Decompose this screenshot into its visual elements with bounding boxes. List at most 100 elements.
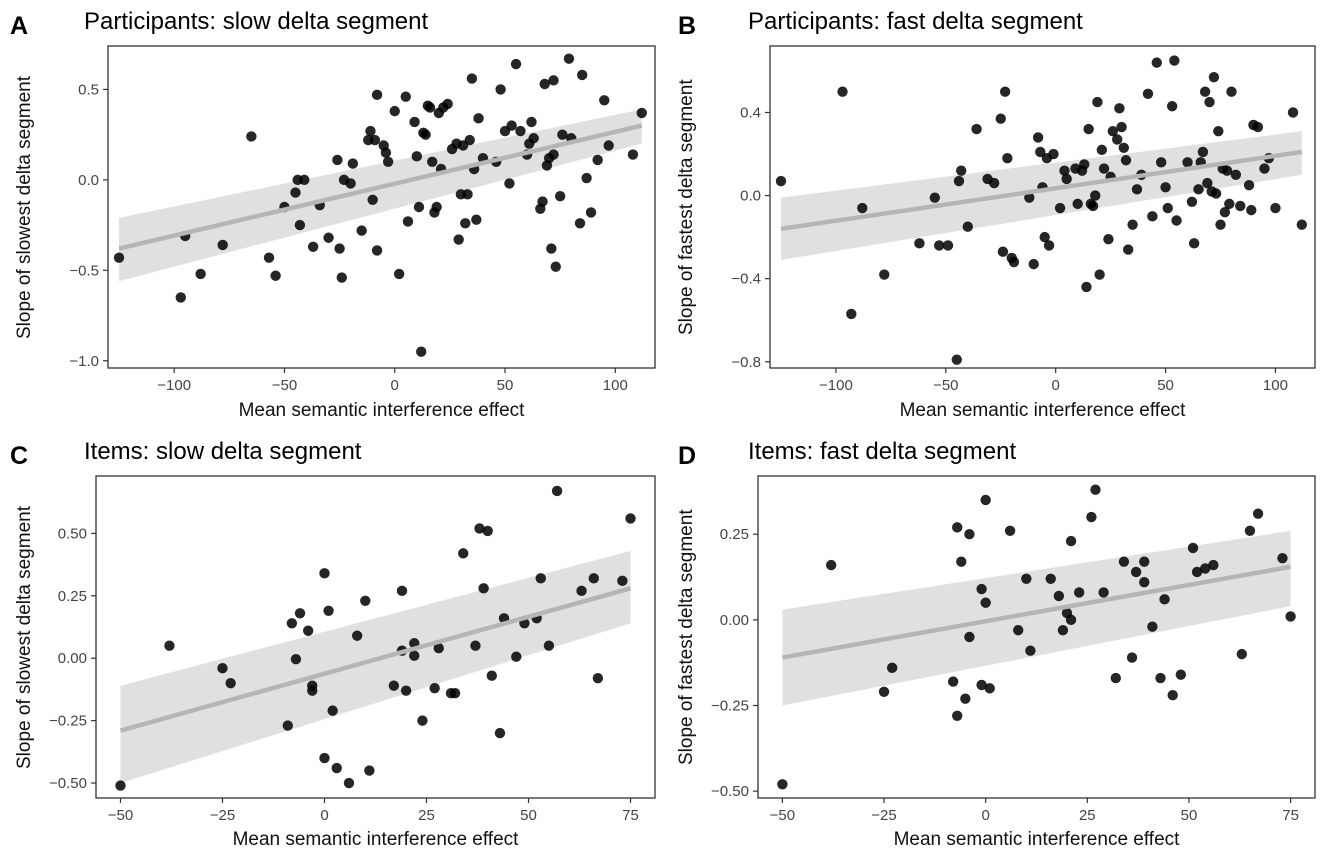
data-point — [400, 685, 412, 696]
data-point — [1204, 96, 1215, 108]
data-point — [1004, 525, 1016, 537]
data-point — [617, 575, 628, 587]
data-point — [988, 177, 1000, 189]
data-point — [1213, 125, 1224, 137]
data-point — [1175, 669, 1187, 680]
data-point — [1054, 202, 1066, 214]
data-point — [402, 216, 414, 227]
data-point — [409, 650, 420, 661]
x-tick-label: −100 — [819, 377, 853, 394]
data-point — [1024, 192, 1035, 203]
data-point — [351, 630, 363, 641]
data-point — [1230, 169, 1242, 180]
data-point — [574, 218, 586, 229]
data-point — [1025, 645, 1036, 656]
data-point — [528, 133, 539, 144]
y-tick-label: 0.00 — [58, 650, 87, 667]
data-point — [837, 86, 848, 97]
regression-line — [781, 564, 1292, 660]
data-point — [934, 240, 945, 251]
data-point — [1120, 155, 1132, 166]
y-tick-label: −0.8 — [731, 354, 761, 371]
data-point — [1287, 107, 1299, 118]
data-point — [1208, 71, 1220, 83]
data-point — [1131, 184, 1143, 195]
data-point — [997, 246, 1009, 257]
data-point — [474, 523, 485, 534]
panel-title: Participants: fast delta segment — [748, 8, 1083, 35]
data-point — [466, 73, 478, 84]
y-tick-label: 0.5 — [78, 81, 99, 98]
data-point — [429, 682, 440, 694]
data-point — [952, 522, 963, 533]
panel-title: Items: slow delta segment — [84, 438, 362, 465]
y-tick-label: 0.25 — [58, 588, 87, 605]
data-point — [427, 156, 438, 167]
data-point — [551, 485, 563, 497]
data-point — [1081, 281, 1092, 293]
data-point — [980, 494, 991, 506]
data-point — [1270, 202, 1281, 214]
data-point — [1197, 146, 1209, 158]
data-point — [1139, 556, 1150, 567]
x-tick-label: −25 — [871, 807, 896, 824]
data-point — [886, 662, 898, 674]
data-point — [1219, 206, 1231, 218]
data-point — [494, 727, 506, 739]
data-point — [302, 625, 314, 636]
data-point — [411, 151, 422, 162]
data-point — [299, 174, 310, 186]
data-point — [592, 672, 604, 684]
y-tick-label: 0.0 — [740, 188, 761, 205]
data-point — [1073, 587, 1085, 598]
data-point — [470, 640, 481, 651]
data-point — [1252, 508, 1264, 519]
data-point — [380, 147, 392, 158]
panel-letter: C — [10, 442, 29, 470]
data-point — [433, 643, 444, 654]
confidence-band — [780, 131, 1302, 260]
x-tick-label: −50 — [108, 807, 133, 824]
data-point — [537, 196, 548, 207]
data-point — [164, 640, 175, 651]
data-point — [486, 670, 497, 681]
data-point — [246, 131, 257, 142]
data-point — [1061, 173, 1072, 185]
plot-frame — [757, 475, 1316, 799]
plot-frame — [107, 45, 656, 369]
plot-frame — [769, 45, 1316, 369]
data-point — [976, 679, 987, 691]
data-point — [1187, 542, 1199, 554]
y-tick-label: 0.50 — [58, 525, 87, 542]
data-point — [995, 113, 1006, 124]
x-tick-label: 50 — [1181, 807, 1198, 824]
data-point — [347, 158, 359, 169]
data-point — [956, 556, 967, 567]
x-tick-label: −25 — [210, 807, 235, 824]
data-point — [548, 149, 559, 160]
data-point — [307, 241, 319, 252]
data-point — [396, 585, 408, 597]
data-point — [323, 605, 334, 616]
data-point — [980, 597, 991, 608]
x-tick-label: −100 — [157, 377, 191, 394]
data-point — [464, 134, 475, 146]
data-point — [1127, 219, 1138, 230]
data-point — [1188, 238, 1200, 249]
data-point — [1199, 86, 1211, 97]
data-point — [478, 583, 489, 594]
y-tick-label: −0.4 — [731, 271, 761, 288]
data-point — [1118, 142, 1130, 153]
data-point — [825, 559, 837, 571]
data-point — [953, 175, 965, 187]
data-point — [1160, 182, 1171, 193]
data-point — [336, 272, 347, 283]
data-point — [510, 58, 522, 70]
data-point — [554, 190, 566, 202]
data-point — [1087, 200, 1099, 212]
y-tick-label: 0.00 — [720, 612, 749, 629]
data-point — [777, 779, 788, 790]
data-point — [1013, 624, 1024, 636]
x-tick-label: 75 — [1282, 807, 1299, 824]
